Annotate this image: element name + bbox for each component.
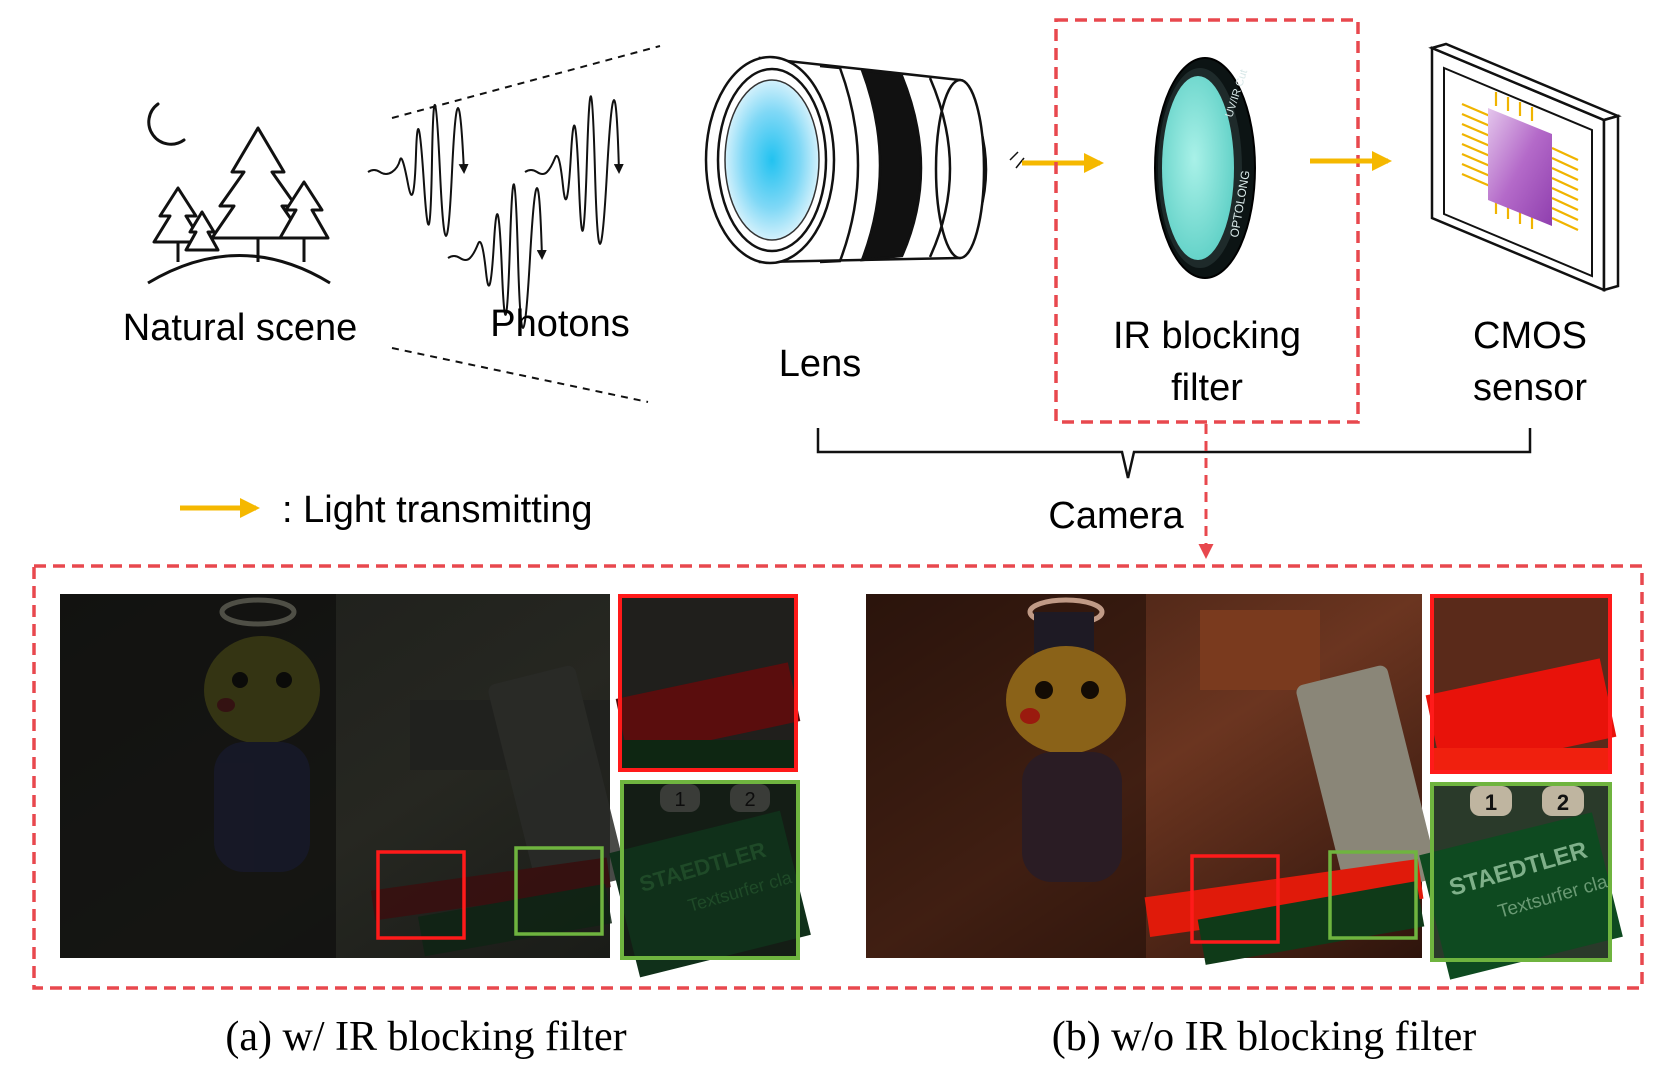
lens-label: Lens bbox=[779, 343, 861, 385]
panel-b-crop-key-1: 1 bbox=[1485, 790, 1497, 815]
panel-a-crop-green: 1 2 STAEDTLER Textsurfer cla bbox=[609, 780, 811, 978]
photon-wave-1 bbox=[367, 103, 469, 237]
ir-filter-icon: OPTOLONG UV/IR Cut bbox=[1154, 57, 1256, 279]
camera-brace bbox=[816, 428, 1532, 479]
panel-a-crop-red bbox=[615, 594, 801, 772]
fov-line-bottom bbox=[391, 347, 649, 403]
caption-a: (a) w/ IR blocking filter bbox=[225, 1014, 626, 1060]
panel-b-crop-red bbox=[1425, 594, 1617, 774]
panel-b-green-roi bbox=[1328, 850, 1418, 940]
panel-a-crop-key-2: 2 bbox=[744, 789, 755, 811]
panel-b-crop-key-2: 2 bbox=[1557, 790, 1569, 815]
cmos-label-line2: sensor bbox=[1473, 367, 1587, 409]
camera-lens-icon bbox=[704, 55, 1025, 265]
photon-waves bbox=[367, 95, 624, 329]
panel-b-crop-green: 1 2 STAEDTLER Textsurfer cla bbox=[1419, 782, 1623, 980]
fov-line-top bbox=[391, 45, 661, 119]
cmos-sensor-icon bbox=[1428, 42, 1622, 292]
ir-filter-label-line2: filter bbox=[1171, 367, 1243, 409]
ir-filter-highlight-box bbox=[1054, 18, 1360, 424]
moon-icon bbox=[147, 102, 186, 146]
sensor-die bbox=[1488, 108, 1552, 226]
photon-wave-3 bbox=[447, 183, 547, 329]
natural-scene-icon bbox=[147, 102, 331, 285]
panel-a-green-roi bbox=[514, 846, 604, 936]
lens-glass bbox=[724, 79, 820, 241]
panel-a-with-filter: 1 2 STAEDTLER Textsurfer cla bbox=[60, 594, 811, 978]
natural-scene-label: Natural scene bbox=[123, 307, 357, 349]
results-highlight-box bbox=[32, 564, 1644, 990]
ir-filter-label-line1: IR blocking bbox=[1113, 315, 1301, 357]
panel-a-red-roi bbox=[376, 850, 466, 940]
panel-b-without-filter: 1 2 STAEDTLER Textsurfer cla bbox=[866, 594, 1623, 980]
panel-a-crop-key-1: 1 bbox=[674, 789, 685, 811]
photon-wave-2 bbox=[524, 95, 624, 245]
photons-label: Photons bbox=[490, 303, 629, 345]
cmos-label-line1: CMOS bbox=[1473, 315, 1587, 357]
panel-b-red-roi bbox=[1190, 854, 1280, 944]
filter-glass bbox=[1162, 76, 1234, 260]
camera-label: Camera bbox=[1048, 495, 1184, 537]
legend-label: : Light transmitting bbox=[282, 489, 592, 531]
caption-b: (b) w/o IR blocking filter bbox=[1052, 1014, 1477, 1060]
